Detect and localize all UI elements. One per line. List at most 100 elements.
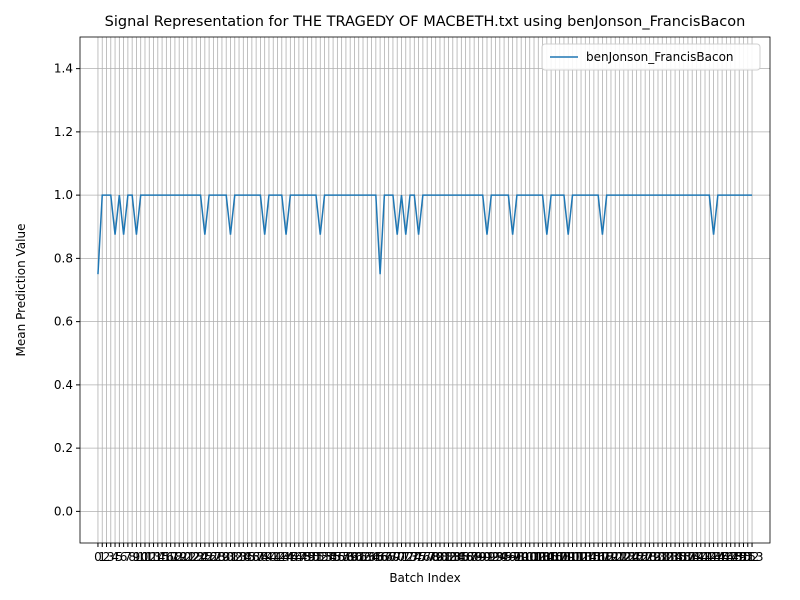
y-tick-label: 0.6 (54, 315, 73, 329)
x-tick-label: 17 (163, 550, 178, 564)
x-tick-label: 34 (236, 550, 251, 564)
x-tick-label: 120 (600, 550, 623, 564)
x-tick-label: 24 (193, 550, 208, 564)
x-tick-label: 5 (116, 550, 124, 564)
x-tick-label: 9 (133, 550, 141, 564)
x-tick-label: 138 (676, 550, 699, 564)
x-tick-label: 118 (591, 550, 614, 564)
x-tick-label: 116 (582, 550, 605, 564)
x-tick-label: 38 (253, 550, 268, 564)
x-tick-label: 97 (505, 550, 520, 564)
x-tick-label: 143 (698, 550, 721, 564)
x-tick-label: 15 (154, 550, 169, 564)
x-tick-label: 119 (595, 550, 618, 564)
x-tick-label: 90 (475, 550, 490, 564)
x-tick-label: 153 (741, 550, 764, 564)
x-tick-label: 84 (449, 550, 464, 564)
x-tick-label: 113 (570, 550, 593, 564)
x-tick-label: 1 (98, 550, 106, 564)
x-tick-label: 32 (227, 550, 242, 564)
x-tick-label: 60 (347, 550, 362, 564)
x-tick-label: 74 (407, 550, 422, 564)
x-tick-label: 52 (313, 550, 328, 564)
x-tick-label: 21 (180, 550, 195, 564)
x-tick-label: 130 (642, 550, 665, 564)
x-tick-label: 58 (338, 550, 353, 564)
x-tick-label: 104 (531, 550, 554, 564)
x-tick-label: 121 (604, 550, 627, 564)
x-tick-label: 145 (706, 550, 729, 564)
x-tick-label: 37 (248, 550, 263, 564)
x-tick-label: 133 (655, 550, 678, 564)
x-tick-label: 46 (287, 550, 302, 564)
y-axis-label: Mean Prediction Value (14, 224, 28, 357)
x-tick-label: 71 (394, 550, 409, 564)
x-tick-label: 81 (437, 550, 452, 564)
y-tick-label: 1.0 (54, 188, 73, 202)
x-tick-label: 40 (261, 550, 276, 564)
x-tick-label: 39 (257, 550, 272, 564)
x-tick-label: 149 (723, 550, 746, 564)
x-tick-label: 67 (377, 550, 392, 564)
x-tick-label: 135 (664, 550, 687, 564)
x-tick-label: 77 (419, 550, 434, 564)
x-tick-label: 86 (458, 550, 473, 564)
x-tick-label: 131 (647, 550, 670, 564)
x-tick-label: 7 (124, 550, 132, 564)
x-tick-label: 65 (368, 550, 383, 564)
plot-frame (79, 36, 771, 544)
x-tick-label: 132 (651, 550, 674, 564)
x-tick-label: 20 (176, 550, 191, 564)
y-tick-label: 1.2 (54, 125, 73, 139)
x-axis-label: Batch Index (389, 571, 460, 585)
x-tick-label: 2 (103, 550, 111, 564)
x-tick-label: 122 (608, 550, 631, 564)
x-tick-label: 108 (548, 550, 571, 564)
x-tick-label: 78 (424, 550, 439, 564)
x-tick-label: 48 (296, 550, 311, 564)
x-tick-label: 19 (172, 550, 187, 564)
x-tick-label: 22 (184, 550, 199, 564)
x-tick-label: 127 (629, 550, 652, 564)
x-tick-label: 25 (197, 550, 212, 564)
line-series (97, 194, 753, 275)
x-tick-label: 125 (621, 550, 644, 564)
x-tick-label: 70 (390, 550, 405, 564)
x-tick-label: 106 (540, 550, 563, 564)
x-tick-label: 28 (210, 550, 225, 564)
x-tick-label: 16 (159, 550, 174, 564)
x-tick-label: 150 (728, 550, 751, 564)
x-tick-label: 110 (557, 550, 580, 564)
x-tick-label: 3 (107, 550, 115, 564)
x-tick-label: 82 (441, 550, 456, 564)
x-tick-label: 151 (732, 550, 755, 564)
x-tick-label: 33 (231, 550, 246, 564)
x-tick-label: 42 (270, 550, 285, 564)
x-tick-label: 35 (240, 550, 255, 564)
x-tick-label: 62 (355, 550, 370, 564)
x-tick-label: 140 (685, 550, 708, 564)
x-tick-label: 115 (578, 550, 601, 564)
x-tick-label: 0 (94, 550, 102, 564)
x-tick-label: 85 (454, 550, 469, 564)
legend-box (541, 43, 761, 71)
x-tick-label: 76 (415, 550, 430, 564)
x-tick-label: 105 (535, 550, 558, 564)
x-tick-label: 95 (496, 550, 511, 564)
x-tick-label: 144 (702, 550, 725, 564)
x-tick-label: 73 (402, 550, 417, 564)
x-tick-label: 117 (587, 550, 610, 564)
x-tick-label: 68 (381, 550, 396, 564)
x-tick-label: 142 (694, 550, 717, 564)
x-tick-label: 109 (552, 550, 575, 564)
y-tick-label: 0.0 (54, 504, 73, 518)
x-tick-label: 93 (488, 550, 503, 564)
x-tick-label: 66 (372, 550, 387, 564)
x-tick-label: 57 (334, 550, 349, 564)
x-tick-label: 53 (317, 550, 332, 564)
x-tick-label: 56 (330, 550, 345, 564)
x-tick-label: 152 (736, 550, 759, 564)
x-tick-label: 8 (128, 550, 136, 564)
x-tick-label: 10 (133, 550, 148, 564)
